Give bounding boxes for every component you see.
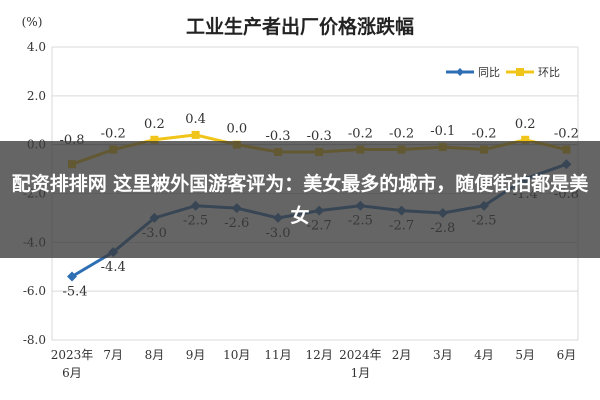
x-tick-label: 6月 [557, 348, 577, 362]
x-tick-label: 2023年 [51, 348, 94, 362]
y-tick-label: 4.0 [27, 40, 46, 54]
data-label: -0.2 [348, 127, 373, 142]
x-tick-label: 7月 [103, 348, 123, 362]
x-tick-label: 11月 [264, 348, 291, 362]
data-point [67, 271, 77, 282]
legend: 同比 环比 [446, 66, 560, 79]
data-label: -0.2 [389, 127, 414, 142]
x-tick-label: 2024年 [339, 348, 382, 362]
chart-title: 工业生产者出厂价格涨跌幅 [186, 15, 414, 38]
data-label: -5.4 [62, 285, 87, 300]
data-label: -4.4 [101, 260, 126, 275]
x-tick-labels: 2023年 6月 7月 8月 9月 10月 11月 12月 2024年 1月 2月 3月 4月 5月 6月 [51, 348, 576, 380]
data-label: 0.4 [185, 112, 206, 127]
data-point [521, 135, 530, 144]
legend-label: 环比 [538, 66, 560, 79]
x-tick-label: 9月 [186, 348, 206, 362]
data-label: 0.0 [226, 122, 247, 137]
data-label: -0.2 [101, 127, 126, 142]
x-tick-label: 10月 [223, 348, 250, 362]
x-tick-label: 4月 [474, 348, 494, 362]
data-label: -0.2 [471, 127, 496, 142]
legend-label: 同比 [478, 66, 500, 79]
y-tick-label: 2.0 [27, 89, 46, 103]
x-tick-label: 3月 [433, 348, 453, 362]
x-tick-label: 1月 [351, 366, 371, 380]
x-tick-label: 2月 [392, 348, 412, 362]
x-tick-label: 8月 [145, 348, 165, 362]
y-tick-label: -6.0 [23, 284, 46, 298]
overlay-banner-text: 配资排排网 这里被外国游客评为：美女最多的城市，随便街拍都是美女 [11, 173, 589, 227]
data-point [191, 130, 200, 139]
legend-marker [516, 68, 524, 76]
legend-marker [456, 68, 464, 76]
overlay-banner[interactable]: 配资排排网 这里被外国游客评为：美女最多的城市，随便街拍都是美女 [0, 141, 600, 258]
y-axis-unit: (%) [22, 15, 43, 29]
x-tick-label: 6月 [62, 366, 82, 380]
data-point [150, 135, 159, 144]
data-label: -0.3 [307, 129, 332, 144]
x-tick-label: 12月 [306, 348, 333, 362]
y-tick-label: -8.0 [23, 333, 46, 347]
data-label: 0.2 [144, 117, 165, 132]
x-tick-label: 5月 [515, 348, 535, 362]
data-label: 0.2 [515, 117, 536, 132]
data-label: -0.1 [430, 124, 455, 139]
data-label: -0.3 [265, 129, 290, 144]
data-label: -0.2 [554, 127, 579, 142]
